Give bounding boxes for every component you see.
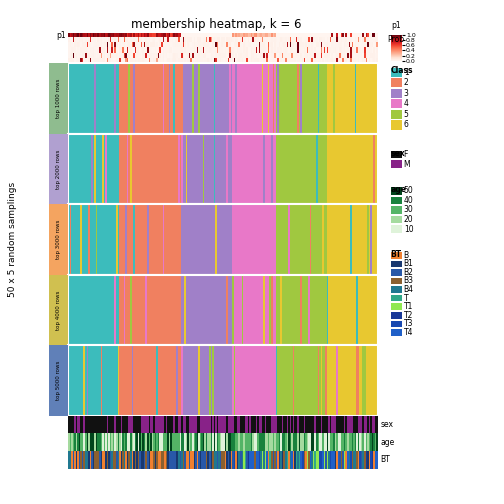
Text: BT: BT — [391, 250, 402, 260]
Text: B4: B4 — [404, 285, 414, 294]
Text: F: F — [404, 150, 408, 159]
Text: 4: 4 — [404, 99, 409, 108]
Text: Prob: Prob — [388, 35, 405, 44]
Text: T1: T1 — [404, 302, 413, 311]
Text: 3: 3 — [404, 89, 409, 98]
Text: 50: 50 — [404, 186, 413, 195]
Text: 1: 1 — [404, 68, 408, 77]
Text: B3: B3 — [404, 277, 414, 285]
Text: T: T — [404, 294, 408, 302]
Text: B2: B2 — [404, 268, 414, 277]
Text: sex: sex — [381, 420, 394, 429]
Text: 10: 10 — [404, 225, 413, 233]
Text: T2: T2 — [404, 311, 413, 320]
Text: BT: BT — [381, 456, 390, 464]
Text: sex: sex — [391, 149, 405, 158]
Text: p1: p1 — [56, 31, 66, 40]
Text: 6: 6 — [404, 120, 409, 130]
Text: 5: 5 — [404, 110, 409, 119]
Text: T3: T3 — [404, 320, 413, 328]
Text: T4: T4 — [404, 328, 413, 337]
Text: Class: Class — [391, 66, 413, 75]
Text: 2: 2 — [404, 78, 408, 87]
Text: p1: p1 — [391, 21, 401, 30]
Text: top 3000 rows: top 3000 rows — [56, 220, 61, 259]
Text: age: age — [391, 185, 407, 195]
Text: 50 x 5 random samplings: 50 x 5 random samplings — [8, 182, 17, 297]
Text: top 1000 rows: top 1000 rows — [56, 79, 61, 118]
Text: membership heatmap, k = 6: membership heatmap, k = 6 — [132, 18, 302, 31]
Text: 30: 30 — [404, 206, 413, 214]
Text: top 5000 rows: top 5000 rows — [56, 361, 61, 400]
Text: B: B — [404, 251, 409, 260]
Text: 20: 20 — [404, 215, 413, 224]
Text: age: age — [381, 438, 395, 447]
Text: top 4000 rows: top 4000 rows — [56, 290, 61, 330]
Text: top 2000 rows: top 2000 rows — [56, 149, 61, 188]
Text: B1: B1 — [404, 260, 414, 268]
Text: 40: 40 — [404, 196, 413, 205]
Text: M: M — [404, 160, 410, 168]
